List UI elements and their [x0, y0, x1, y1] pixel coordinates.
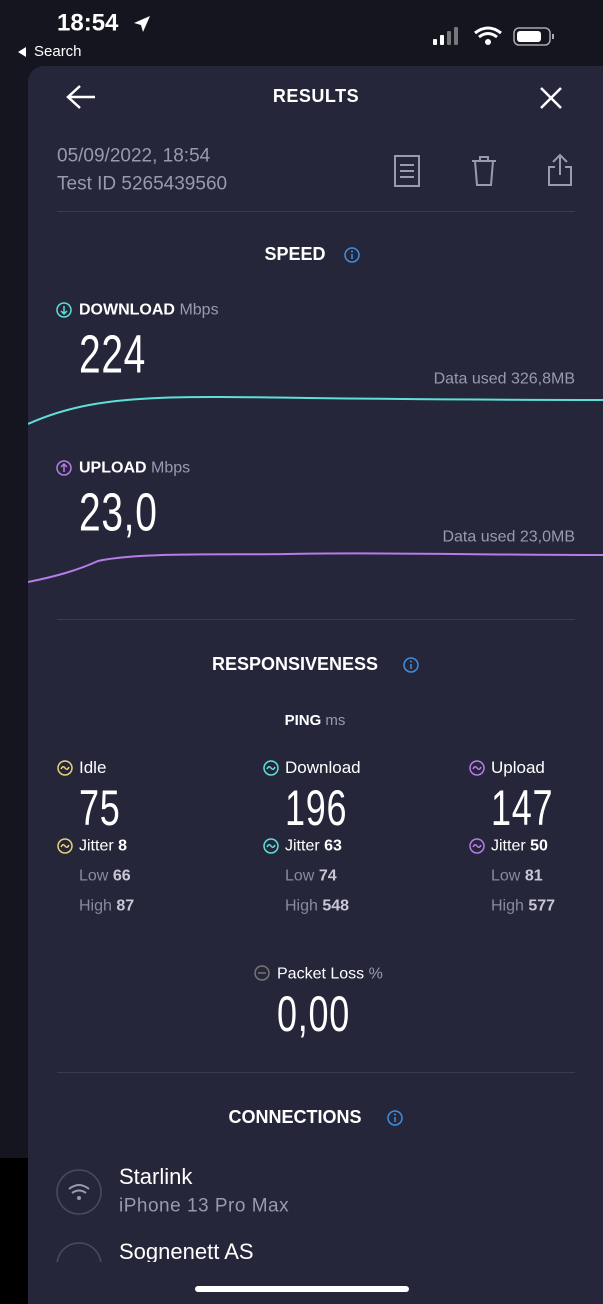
ping-value: 147	[491, 778, 577, 838]
connection-name: Sognenett AS	[119, 1238, 254, 1264]
jitter: Jitter 50	[491, 836, 548, 855]
info-button[interactable]	[387, 1110, 403, 1126]
back-to-app[interactable]: Search	[34, 43, 82, 60]
value: 63	[324, 837, 342, 855]
info-button[interactable]	[403, 657, 419, 673]
label: Low	[79, 867, 109, 885]
packet-loss-icon	[254, 965, 270, 981]
info-button[interactable]	[344, 247, 360, 263]
home-indicator	[195, 1286, 409, 1292]
jitter: Jitter 8	[79, 836, 127, 855]
upload-value: 23,0	[79, 481, 188, 546]
value: 23,0	[79, 482, 158, 543]
label: High	[491, 897, 524, 915]
test-id: Test ID 5265439560	[57, 173, 228, 195]
ping-label: Download	[285, 757, 361, 777]
low: Low 81	[491, 866, 543, 885]
status-time: 18:54	[57, 9, 119, 37]
label: Low	[491, 867, 521, 885]
download-graph	[28, 396, 603, 425]
ping-value: 196	[285, 778, 371, 838]
label: Jitter	[79, 837, 114, 855]
divider	[57, 1072, 575, 1073]
divider	[57, 619, 575, 620]
bottom-fade	[28, 1262, 603, 1304]
download-icon	[56, 302, 72, 318]
back-button[interactable]	[66, 85, 96, 109]
value: 87	[116, 897, 135, 915]
status-icons	[433, 26, 554, 46]
low: Low 74	[285, 866, 337, 885]
icon	[57, 838, 73, 854]
value: 196	[285, 780, 348, 836]
label: UPLOAD	[79, 459, 147, 477]
location-icon	[134, 16, 150, 32]
unit: %	[368, 965, 383, 983]
value: 577	[528, 897, 556, 915]
section-title: SPEED	[264, 244, 326, 265]
value: 66	[112, 867, 131, 885]
icon	[263, 760, 279, 776]
unit: Mbps	[151, 459, 191, 477]
header-title: RESULTS	[272, 86, 360, 107]
left-strip-bottom	[0, 1158, 28, 1304]
label: DOWNLOAD	[79, 301, 175, 319]
share-button[interactable]	[547, 153, 573, 187]
icon	[57, 760, 73, 776]
label: High	[79, 897, 112, 915]
delete-button[interactable]	[471, 155, 497, 187]
ping-heading: PING ms	[285, 712, 346, 730]
upload-icon	[56, 460, 72, 476]
unit: Mbps	[179, 301, 219, 319]
download-value: 224	[79, 323, 172, 388]
value: 224	[79, 324, 147, 385]
value: 0,00	[277, 986, 350, 1042]
ping-value: 75	[79, 778, 137, 838]
high: High 577	[491, 896, 555, 915]
back-caret	[18, 47, 26, 57]
close-button[interactable]	[540, 87, 562, 109]
packet-loss-label: Packet Loss %	[277, 964, 383, 983]
results-sheet: RESULTS 05/09/2022, 18:54 Test ID 526543…	[28, 66, 603, 1304]
value: 74	[318, 867, 337, 885]
upload-graph	[28, 552, 603, 583]
packet-loss-value: 0,00	[277, 984, 378, 1044]
upload-label: UPLOAD Mbps	[79, 458, 190, 477]
connection-device: iPhone 13 Pro Max	[119, 1195, 290, 1217]
section-title: CONNECTIONS	[228, 1107, 362, 1128]
low: Low 66	[79, 866, 131, 885]
label: Packet Loss	[277, 965, 365, 983]
section-title: RESPONSIVENESS	[211, 654, 379, 675]
divider	[57, 211, 575, 212]
label: Jitter	[285, 837, 320, 855]
label: Low	[285, 867, 315, 885]
details-button[interactable]	[394, 155, 420, 187]
high: High 87	[79, 896, 134, 915]
icon	[263, 838, 279, 854]
icon	[469, 760, 485, 776]
download-label: DOWNLOAD Mbps	[79, 300, 219, 319]
icon	[469, 838, 485, 854]
label: Jitter	[491, 837, 526, 855]
value: 147	[491, 780, 554, 836]
label: PING	[284, 712, 322, 729]
jitter: Jitter 63	[285, 836, 342, 855]
unit: ms	[325, 712, 346, 729]
ping-label: Idle	[79, 757, 107, 777]
high: High 548	[285, 896, 349, 915]
connection-name: Starlink	[119, 1163, 193, 1189]
value: 50	[530, 837, 548, 855]
value: 8	[118, 837, 128, 855]
value: 81	[524, 867, 543, 885]
wifi-icon	[56, 1169, 102, 1215]
ping-label: Upload	[491, 757, 545, 777]
value: 75	[79, 780, 121, 836]
label: High	[285, 897, 318, 915]
value: 548	[322, 897, 350, 915]
test-date: 05/09/2022, 18:54	[57, 145, 211, 167]
download-data-used: Data used 326,8MB	[433, 370, 575, 388]
upload-data-used: Data used 23,0MB	[442, 528, 575, 546]
